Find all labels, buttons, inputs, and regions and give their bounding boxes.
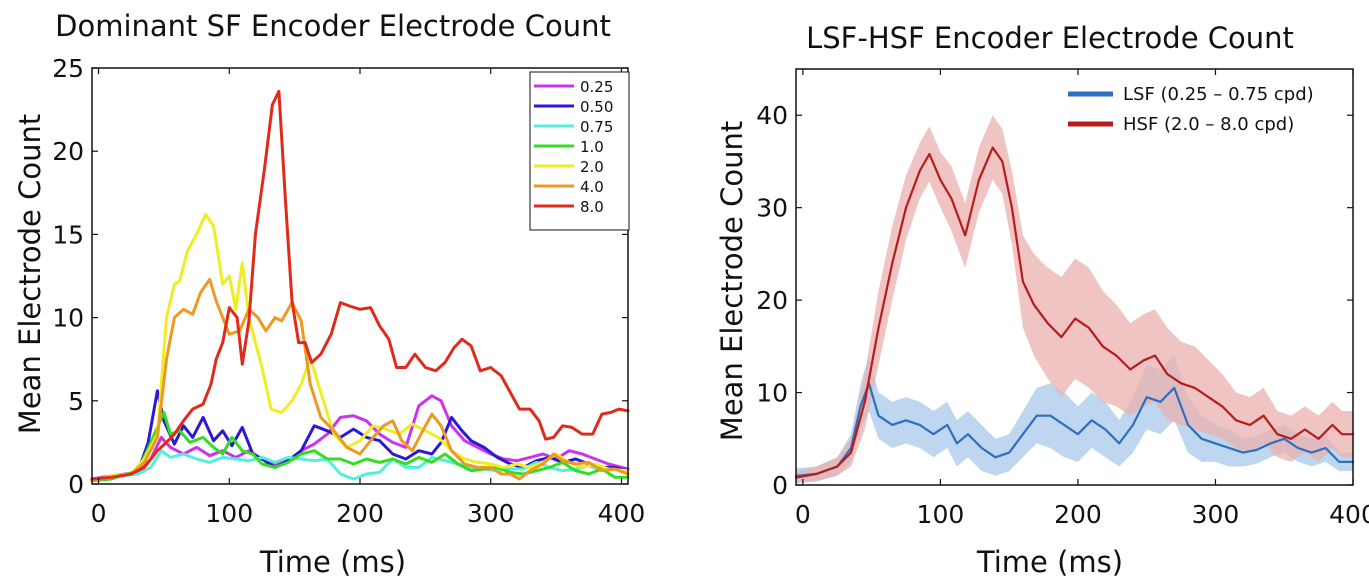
left-x-tick-label: 400 — [598, 499, 646, 528]
left-y-tick-label: 25 — [52, 54, 84, 83]
right-y-tick-label: 10 — [756, 379, 788, 408]
right-x-tick-label: 200 — [1054, 500, 1102, 529]
right-band-hsf-2-0-8-0-cpd — [796, 115, 1353, 484]
left-x-tick-label: 200 — [336, 499, 384, 528]
left-chart-y-label: Mean Electrode Count — [13, 114, 47, 434]
right-y-tick-label: 0 — [772, 471, 788, 500]
right-x-tick-label: 0 — [795, 500, 811, 529]
left-legend-label-0-25: 0.25 — [580, 78, 613, 96]
right-y-tick-label: 40 — [756, 101, 788, 130]
left-legend-box — [529, 71, 630, 231]
right-y-tick-label: 30 — [756, 194, 788, 223]
left-series-line-4-0 — [90, 277, 630, 483]
left-legend-label-0-75: 0.75 — [580, 118, 613, 136]
right-chart: LSF-HSF Encoder Electrode Count Time (ms… — [715, 21, 1369, 579]
right-band-lsf-0-25-0-75-cpd — [796, 355, 1353, 484]
left-chart-ticks: 0 100 200 300 400 0 5 10 15 20 25 — [52, 54, 645, 528]
right-series-line-lsf-0-25-0-75-cpd — [794, 382, 1355, 477]
left-legend-label-4-0: 4.0 — [580, 178, 604, 196]
left-chart-title: Dominant SF Encoder Electrode Count — [55, 9, 611, 43]
left-chart-x-label: Time (ms) — [259, 545, 406, 579]
right-chart-ticks: 0 100 200 300 400 0 10 20 30 40 — [756, 69, 1369, 529]
right-x-tick-label: 400 — [1329, 500, 1369, 529]
left-series-line-0-25 — [90, 394, 630, 481]
right-x-tick-label: 100 — [917, 500, 965, 529]
left-y-tick-label: 10 — [52, 304, 84, 333]
right-legend-label-hsf-2-0-8-0-cpd: HSF (2.0 – 8.0 cpd) — [1123, 114, 1294, 135]
left-y-tick-label: 15 — [52, 220, 84, 249]
right-series-line-hsf-2-0-8-0-cpd — [794, 146, 1355, 479]
right-chart-lines — [794, 115, 1355, 484]
left-y-tick-label: 5 — [68, 387, 84, 416]
left-x-tick-label: 0 — [91, 499, 107, 528]
left-chart-lines — [90, 89, 630, 483]
left-legend-label-0-50: 0.50 — [580, 98, 613, 116]
right-legend-label-lsf-0-25-0-75-cpd: LSF (0.25 – 0.75 cpd) — [1123, 84, 1314, 105]
left-series-line-1-0 — [90, 410, 630, 483]
left-series-line-8-0 — [90, 89, 630, 481]
left-legend-label-2-0: 2.0 — [580, 158, 604, 176]
left-y-tick-label: 0 — [68, 470, 84, 499]
right-x-tick-label: 300 — [1192, 500, 1240, 529]
left-x-tick-label: 300 — [467, 499, 515, 528]
left-legend-label-1-0: 1.0 — [580, 138, 604, 156]
right-chart-title: LSF-HSF Encoder Electrode Count — [806, 21, 1294, 55]
right-chart-y-label: Mean Electrode Count — [715, 121, 749, 441]
right-chart-frame — [795, 68, 1354, 486]
left-chart-legend: 0.25 0.50 0.75 1.0 2.0 4.0 8.0 — [529, 71, 630, 231]
left-y-tick-label: 20 — [52, 137, 84, 166]
right-y-tick-label: 20 — [756, 286, 788, 315]
left-chart: Dominant SF Encoder Electrode Count Time… — [13, 9, 645, 579]
right-chart-x-label: Time (ms) — [976, 545, 1123, 579]
left-x-tick-label: 100 — [205, 499, 253, 528]
right-chart-legend: LSF (0.25 – 0.75 cpd) HSF (2.0 – 8.0 cpd) — [1068, 84, 1314, 135]
left-legend-label-8-0: 8.0 — [580, 198, 604, 216]
left-series-line-2-0 — [90, 212, 630, 483]
